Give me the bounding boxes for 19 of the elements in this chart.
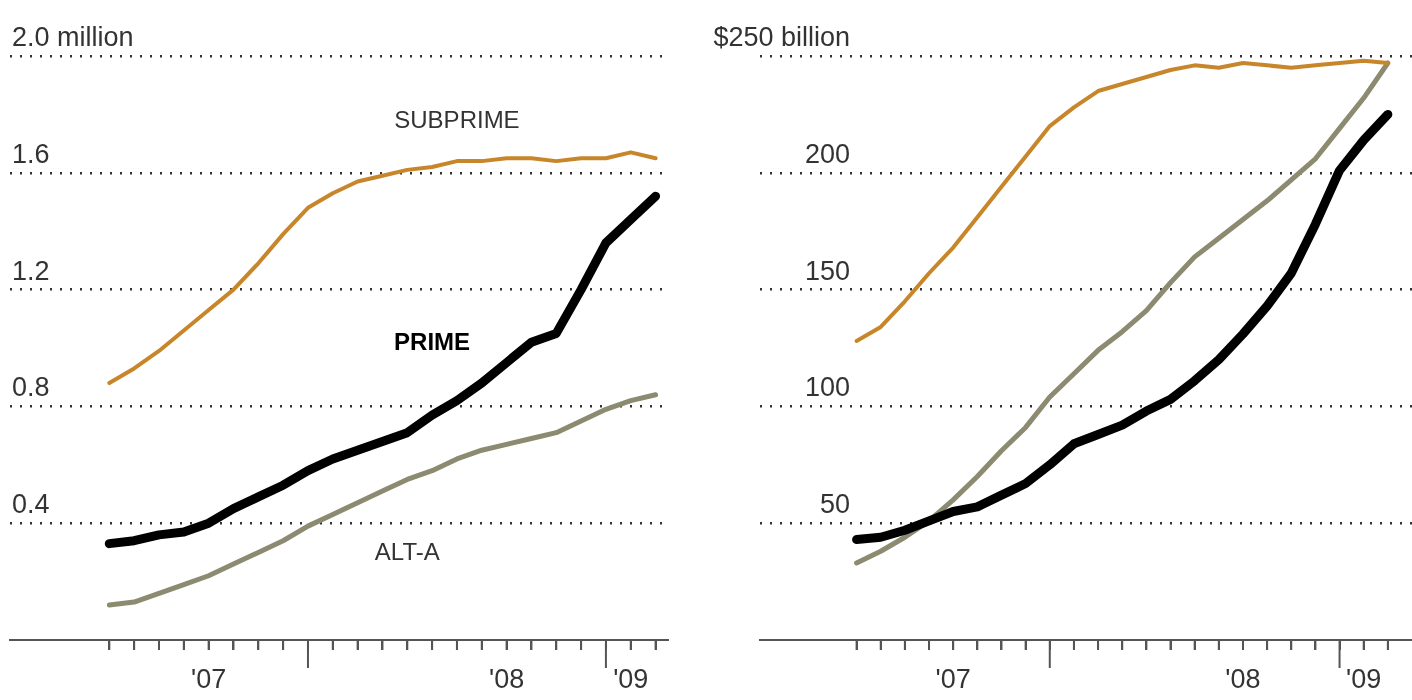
series-label: SUBPRIME xyxy=(394,105,520,133)
y-tick-label: 200 xyxy=(804,138,850,169)
series-label: PRIME xyxy=(394,327,471,355)
y-tick-label: 1.6 xyxy=(12,138,50,169)
x-tick-label: '07 xyxy=(935,663,971,694)
y-tick-label: 50 xyxy=(819,489,850,520)
y-tick-label: $250 billion xyxy=(713,22,850,52)
y-tick-label: 150 xyxy=(804,255,850,286)
y-tick-label: 100 xyxy=(804,372,850,403)
x-tick-label: '09 xyxy=(1346,663,1382,694)
y-tick-label: 1.2 xyxy=(12,255,50,286)
y-tick-label: 0.8 xyxy=(12,372,50,403)
y-tick-label: 0.4 xyxy=(12,489,50,520)
x-tick-label: '07 xyxy=(191,663,227,694)
x-tick-label: '08 xyxy=(1225,663,1261,694)
x-tick-label: '09 xyxy=(613,663,649,694)
y-tick-label: 2.0 million xyxy=(12,22,134,52)
x-tick-label: '08 xyxy=(489,663,525,694)
series-label: ALT-A xyxy=(374,538,440,566)
